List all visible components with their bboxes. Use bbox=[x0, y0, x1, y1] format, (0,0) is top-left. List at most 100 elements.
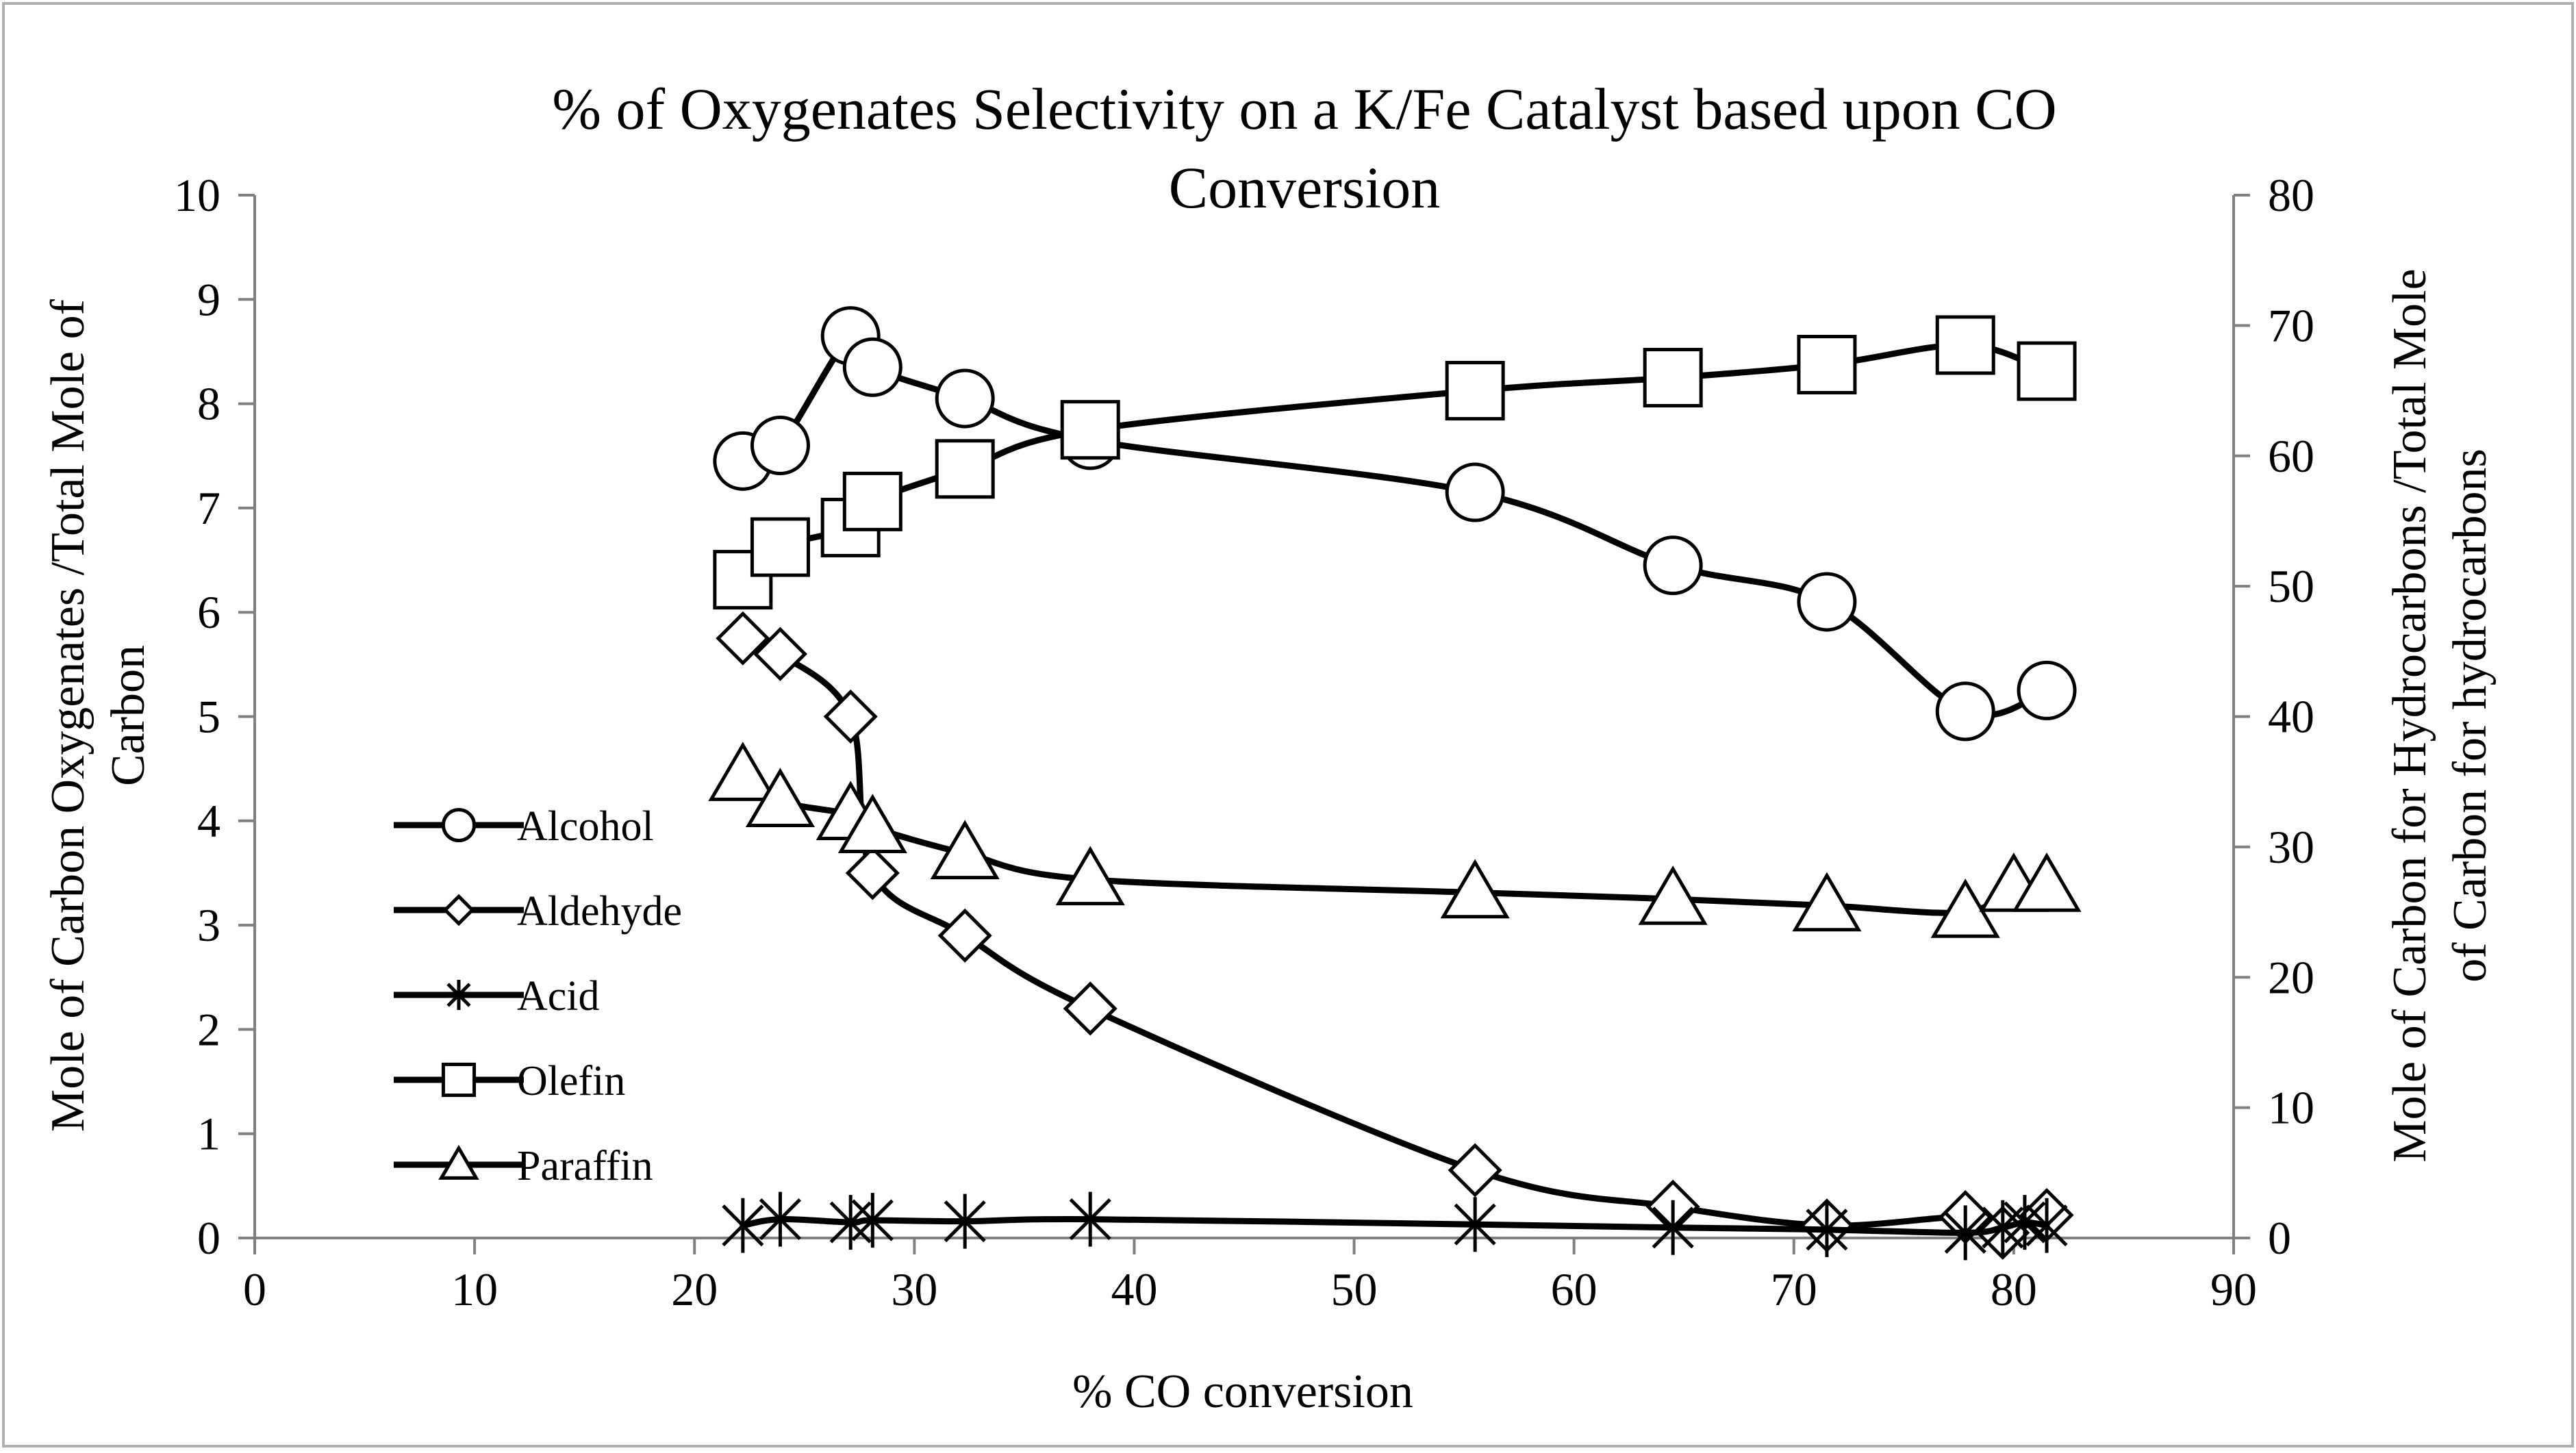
legend-label: Paraffin bbox=[517, 1143, 653, 1189]
legend-item-paraffin: Paraffin bbox=[394, 1143, 653, 1189]
y-left-tick-label: 8 bbox=[197, 378, 220, 430]
series-olefin-point bbox=[842, 471, 902, 531]
series-aldehyde-point bbox=[845, 846, 900, 900]
legend-swatch-marker bbox=[442, 894, 475, 926]
y-right-tick-label: 0 bbox=[2268, 1212, 2291, 1264]
series-aldehyde-point bbox=[937, 908, 992, 963]
y-left-tick-label: 2 bbox=[197, 1003, 220, 1055]
x-tick-label: 30 bbox=[891, 1263, 937, 1315]
y-right-tick-label: 60 bbox=[2268, 430, 2314, 482]
y-right-tick-label: 20 bbox=[2268, 951, 2314, 1003]
y-left-axis-title-line-1: Mole of Carbon Oxygenates /Total Mole of bbox=[42, 299, 94, 1132]
axes-group: 0 10 20 30 40 50 60 70 80 90012345678910010203040… bbox=[174, 169, 2314, 1315]
chart-title-line-2: Conversion bbox=[1169, 155, 1441, 220]
series-acid-point bbox=[851, 1193, 894, 1248]
series-paraffin-point bbox=[2012, 852, 2082, 912]
y-right-tick-label: 10 bbox=[2268, 1082, 2314, 1134]
y-right-tick-label: 70 bbox=[2268, 299, 2314, 351]
y-right-tick-label: 80 bbox=[2268, 169, 2314, 221]
series-paraffin-point bbox=[930, 820, 1000, 880]
series-olefin-point bbox=[1643, 348, 1703, 408]
y-right-axis-title-line-2: of Carbon for hydrocarbons bbox=[2444, 448, 2497, 983]
series-olefin-point bbox=[935, 439, 995, 499]
series-olefin-point bbox=[1060, 400, 1120, 460]
legend-item-olefin: Olefin bbox=[394, 1058, 625, 1104]
series-paraffin-point bbox=[837, 794, 907, 854]
series-paraffin-point bbox=[708, 742, 778, 801]
x-tick-label: 20 bbox=[671, 1263, 718, 1315]
series-aldehyde-line bbox=[740, 635, 2050, 1236]
y-left-tick-label: 9 bbox=[197, 273, 220, 325]
x-tick-label: 0 bbox=[243, 1263, 266, 1315]
series-paraffin-point bbox=[1055, 846, 1125, 906]
series-aldehyde-point bbox=[753, 627, 807, 681]
series-alcohol-point bbox=[1935, 681, 1995, 742]
y-left-tick-label: 1 bbox=[197, 1108, 220, 1160]
legend-swatch-marker bbox=[441, 807, 477, 843]
y-left-tick-label: 10 bbox=[174, 169, 220, 221]
series-paraffin-point bbox=[1440, 859, 1510, 919]
y-right-tick-label: 50 bbox=[2268, 560, 2314, 612]
legend-label: Olefin bbox=[517, 1058, 625, 1104]
series-paraffin bbox=[708, 742, 2082, 938]
legend-swatch-marker bbox=[441, 1062, 477, 1098]
x-tick-label: 70 bbox=[1771, 1263, 1817, 1315]
y-right-tick-label: 40 bbox=[2268, 691, 2314, 743]
series-olefin-point bbox=[1445, 361, 1505, 421]
series-acid-point bbox=[722, 1198, 764, 1253]
x-tick-label: 60 bbox=[1551, 1263, 1598, 1315]
x-tick-label: 80 bbox=[1991, 1263, 2037, 1315]
legend-swatch-marker bbox=[446, 980, 471, 1010]
x-tick-label: 10 bbox=[451, 1263, 498, 1315]
legend-item-alcohol: Alcohol bbox=[394, 803, 654, 850]
series-alcohol-point bbox=[750, 416, 810, 476]
series-olefin bbox=[713, 315, 2077, 610]
y-left-tick-label: 6 bbox=[197, 586, 220, 638]
y-left-tick-label: 0 bbox=[197, 1212, 220, 1264]
legend-item-acid: Acid bbox=[394, 973, 600, 1020]
series-aldehyde-point bbox=[1063, 981, 1117, 1036]
series-paraffin-point bbox=[745, 768, 816, 827]
series-paraffin-point bbox=[1792, 872, 1862, 932]
legend: Alcohol Aldehyde Acid Olefin Paraffin bbox=[394, 803, 682, 1189]
series-olefin-point bbox=[750, 517, 810, 577]
series-alcohol-point bbox=[842, 337, 902, 397]
series-olefin-point bbox=[2017, 341, 2077, 401]
series-acid-point bbox=[2025, 1198, 2068, 1253]
series-acid-point bbox=[944, 1193, 986, 1249]
y-left-tick-label: 4 bbox=[197, 795, 220, 847]
legend-swatch-marker bbox=[438, 1144, 479, 1180]
y-left-axis-title-line-2: Carbon bbox=[102, 645, 155, 786]
series-olefin-point bbox=[1797, 334, 1857, 394]
series-alcohol-point bbox=[2017, 660, 2077, 720]
series-alcohol-point bbox=[1643, 535, 1703, 596]
series-group bbox=[708, 306, 2082, 1261]
series-aldehyde-point bbox=[823, 689, 878, 744]
series-alcohol-point bbox=[1797, 572, 1857, 632]
legend-label: Acid bbox=[517, 973, 600, 1020]
x-tick-label: 90 bbox=[2210, 1263, 2257, 1315]
legend-item-aldehyde: Aldehyde bbox=[394, 888, 682, 935]
series-acid-point bbox=[1069, 1191, 1111, 1247]
y-right-tick-label: 30 bbox=[2268, 821, 2314, 873]
series-acid-point bbox=[759, 1191, 802, 1247]
series-acid-point bbox=[1652, 1200, 1694, 1255]
y-left-tick-label: 5 bbox=[197, 691, 220, 743]
chart-title-line-1: % of Oxygenates Selectivity on a K/Fe Ca… bbox=[552, 76, 2056, 142]
x-tick-label: 50 bbox=[1331, 1263, 1378, 1315]
x-tick-label: 40 bbox=[1111, 1263, 1157, 1315]
series-aldehyde-point bbox=[1448, 1143, 1502, 1198]
series-acid-point bbox=[1944, 1205, 1986, 1261]
series-alcohol-point bbox=[935, 368, 995, 429]
x-axis-title: % CO conversion bbox=[1072, 1365, 1413, 1418]
y-right-axis-title-line-1: Mole of Carbon for Hydrocarbons /Total M… bbox=[2384, 268, 2436, 1162]
series-acid-point bbox=[1806, 1202, 1848, 1257]
legend-label: Aldehyde bbox=[517, 888, 682, 935]
series-paraffin-point bbox=[1638, 866, 1708, 925]
series-aldehyde-point bbox=[716, 611, 770, 666]
series-acid bbox=[722, 1191, 2068, 1261]
series-aldehyde bbox=[716, 611, 2074, 1260]
